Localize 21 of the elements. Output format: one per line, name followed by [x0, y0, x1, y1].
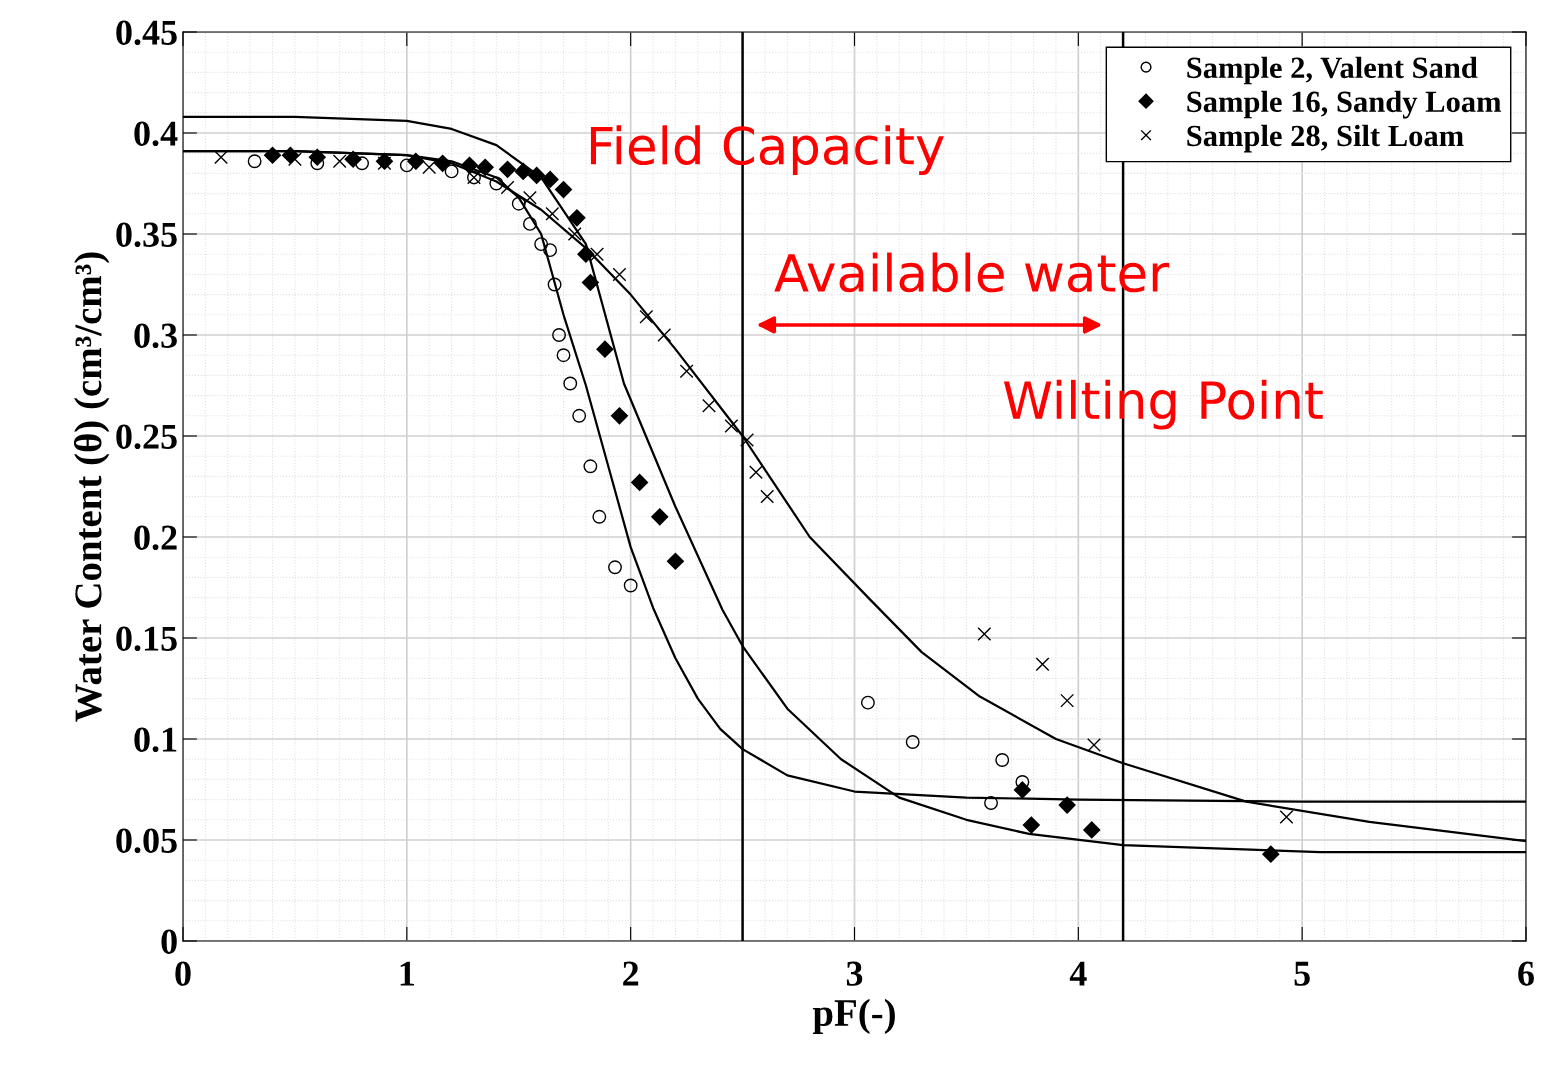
y-axis-title: Water Content (θ) (cm³/cm³)	[73, 252, 110, 722]
legend-label: Sample 28, Silt Loam	[1187, 124, 1464, 153]
x-tick-label: 3	[846, 961, 863, 986]
y-tick-label: 0.3	[134, 323, 177, 349]
x-tick-label: 4	[1069, 961, 1087, 986]
x-tick-label: 5	[1294, 961, 1310, 986]
legend-label: Sample 16, Sandy Loam	[1187, 90, 1502, 119]
y-tick-label: 0	[161, 929, 177, 954]
legend-label: Sample 2, Valent Sand	[1187, 56, 1478, 85]
x-axis-title: pF(-)	[812, 998, 895, 1035]
y-tick-label: 0.05	[116, 828, 177, 854]
y-tick-label: 0.35	[116, 222, 177, 248]
y-tick-label: 0.2	[134, 525, 177, 551]
y-tick-label: 0.45	[116, 20, 177, 46]
y-tick-label: 0.4	[134, 121, 178, 147]
x-tick-label: 1	[400, 961, 414, 986]
x-tick-label: 6	[1518, 961, 1534, 986]
y-tick-label: 0.25	[116, 424, 177, 450]
x-tick-label: 2	[623, 961, 639, 986]
y-tick-label: 0.15	[116, 626, 177, 652]
y-tick-label: 0.1	[134, 727, 177, 753]
